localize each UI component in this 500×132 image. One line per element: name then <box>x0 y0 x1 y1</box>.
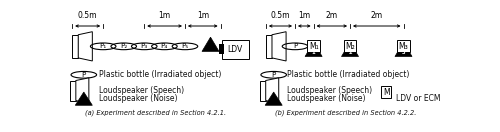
Polygon shape <box>266 35 272 58</box>
Text: Loudspeaker (Speech): Loudspeaker (Speech) <box>100 86 184 95</box>
Polygon shape <box>265 92 282 105</box>
Text: 0.5m: 0.5m <box>270 11 290 20</box>
Polygon shape <box>76 92 92 105</box>
Text: M₁: M₁ <box>309 42 318 51</box>
Text: M₂: M₂ <box>345 42 355 51</box>
Text: 2: 2 <box>348 50 352 55</box>
Text: P: P <box>82 72 86 78</box>
Polygon shape <box>72 35 78 58</box>
Text: 0.5m: 0.5m <box>78 11 98 20</box>
Text: M: M <box>383 88 390 97</box>
Text: 1m: 1m <box>158 11 170 20</box>
Text: LDV or ECM: LDV or ECM <box>396 94 440 103</box>
Text: 2m: 2m <box>326 11 338 20</box>
Polygon shape <box>76 78 89 103</box>
Polygon shape <box>78 32 92 61</box>
Text: P₅: P₅ <box>182 43 188 49</box>
Text: P₁: P₁ <box>100 43 107 49</box>
Text: Loudspeaker (Noise): Loudspeaker (Noise) <box>287 94 366 103</box>
Text: M₃: M₃ <box>398 42 408 51</box>
Polygon shape <box>272 32 286 61</box>
Polygon shape <box>260 81 266 101</box>
Text: Plastic bottle (Irradiated object): Plastic bottle (Irradiated object) <box>100 70 222 79</box>
Polygon shape <box>395 42 412 56</box>
Text: P₄: P₄ <box>160 43 168 49</box>
Polygon shape <box>202 37 219 51</box>
Text: LDV: LDV <box>228 45 243 54</box>
Polygon shape <box>266 78 278 103</box>
Text: 1: 1 <box>312 50 316 55</box>
Polygon shape <box>70 81 76 101</box>
Text: Loudspeaker (Noise): Loudspeaker (Noise) <box>100 94 178 103</box>
FancyBboxPatch shape <box>222 40 249 59</box>
Text: Plastic bottle (Irradiated object): Plastic bottle (Irradiated object) <box>287 70 410 79</box>
Text: 2m: 2m <box>370 11 383 20</box>
Text: 1m: 1m <box>298 11 310 20</box>
Bar <box>218 44 224 55</box>
Polygon shape <box>342 42 358 56</box>
Text: P: P <box>293 43 297 49</box>
Text: (a) Experiment described in Section 4.2.1.: (a) Experiment described in Section 4.2.… <box>85 110 226 116</box>
Polygon shape <box>305 42 322 56</box>
Text: P₃: P₃ <box>140 43 148 49</box>
Text: 1m: 1m <box>196 11 209 20</box>
Text: 3: 3 <box>402 50 406 55</box>
Text: P: P <box>272 72 276 78</box>
Text: (b) Experiment described in Section 4.2.2.: (b) Experiment described in Section 4.2.… <box>274 110 416 116</box>
Text: Loudspeaker (Speech): Loudspeaker (Speech) <box>287 86 372 95</box>
Text: P₂: P₂ <box>120 43 128 49</box>
